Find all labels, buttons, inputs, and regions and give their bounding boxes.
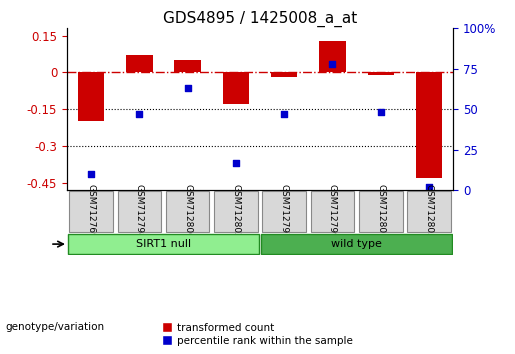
FancyBboxPatch shape: [214, 191, 258, 233]
Text: GSM712800: GSM712800: [183, 184, 192, 239]
FancyBboxPatch shape: [261, 234, 452, 254]
FancyBboxPatch shape: [68, 234, 259, 254]
Bar: [319, 41, 346, 73]
Text: GSM712799: GSM712799: [328, 184, 337, 239]
FancyBboxPatch shape: [407, 191, 451, 233]
Text: wild type: wild type: [331, 239, 382, 249]
Point: [183, 85, 192, 91]
Point: [87, 171, 95, 177]
Legend: transformed count, percentile rank within the sample: transformed count, percentile rank withi…: [159, 319, 356, 349]
Point: [232, 160, 240, 165]
Text: GSM712801: GSM712801: [376, 184, 385, 239]
FancyBboxPatch shape: [166, 191, 210, 233]
FancyBboxPatch shape: [311, 191, 354, 233]
Text: GSM712798: GSM712798: [135, 184, 144, 239]
Text: GSM712797: GSM712797: [280, 184, 289, 239]
Point: [280, 111, 288, 117]
Bar: [126, 55, 152, 73]
Bar: [416, 73, 442, 178]
FancyBboxPatch shape: [263, 191, 306, 233]
Point: [329, 61, 337, 67]
FancyBboxPatch shape: [117, 191, 161, 233]
Text: GSM712769: GSM712769: [87, 184, 96, 239]
Point: [376, 110, 385, 115]
Text: GSM712803: GSM712803: [424, 184, 434, 239]
Title: GDS4895 / 1425008_a_at: GDS4895 / 1425008_a_at: [163, 11, 357, 27]
Point: [135, 111, 144, 117]
Bar: [175, 60, 201, 73]
Bar: [222, 73, 249, 104]
Bar: [271, 73, 298, 78]
FancyBboxPatch shape: [70, 191, 113, 233]
Text: GSM712802: GSM712802: [231, 184, 241, 239]
Bar: [368, 73, 394, 75]
Text: genotype/variation: genotype/variation: [5, 322, 104, 332]
Point: [425, 184, 433, 190]
FancyBboxPatch shape: [359, 191, 403, 233]
Bar: [78, 73, 105, 121]
Text: SIRT1 null: SIRT1 null: [136, 239, 191, 249]
